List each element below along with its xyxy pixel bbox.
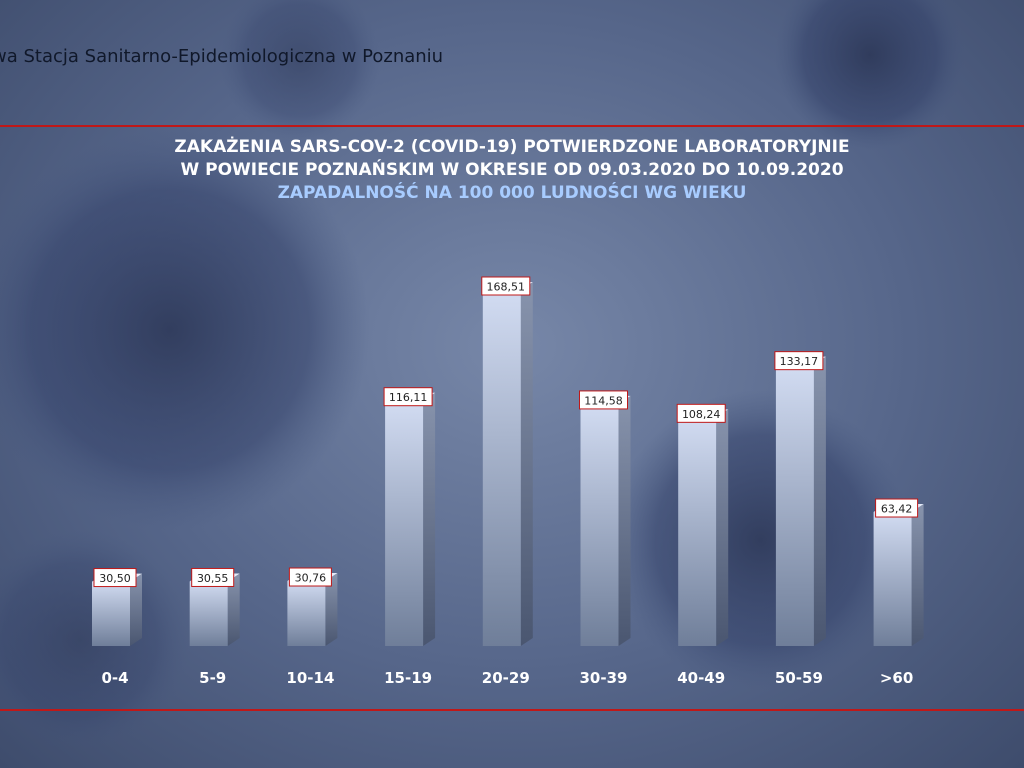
- data-label-text: 63,42: [881, 503, 913, 516]
- tick-label->60: >60: [880, 669, 913, 687]
- data-label-40-49: 108,24: [676, 403, 726, 423]
- data-label-box: [93, 568, 137, 588]
- chart-title: ZAKAŻENIA SARS-COV-2 (COVID-19) POTWIERD…: [174, 137, 850, 157]
- data-label-box: [383, 387, 433, 407]
- bar-side: [130, 573, 142, 646]
- data-label-box: [191, 567, 235, 587]
- data-label-box: [774, 351, 824, 371]
- bar-side: [325, 573, 338, 646]
- bar-15-19: [385, 392, 436, 646]
- bar-front: [678, 417, 717, 646]
- data-label-box: [481, 276, 531, 296]
- data-label->60: 63,42: [875, 498, 919, 518]
- data-label-text: 30,55: [197, 572, 229, 585]
- data-label-30-39: 114,58: [579, 390, 628, 410]
- tick-label-15-19: 15-19: [384, 669, 432, 687]
- bar-front: [189, 581, 228, 646]
- bar-30-39: [580, 395, 631, 646]
- bottom-divider: [0, 709, 1024, 711]
- data-label-box: [676, 403, 726, 423]
- chart-title-block: ZAKAŻENIA SARS-COV-2 (COVID-19) POTWIERD…: [0, 136, 1024, 205]
- bar-front: [482, 290, 521, 646]
- data-label-50-59: 133,17: [774, 351, 824, 371]
- chart-title-line2: W POWIECIE POZNAŃSKIM W OKRESIE OD 09.03…: [180, 160, 844, 180]
- bar-side: [423, 392, 436, 646]
- tick-label-0-4: 0-4: [101, 669, 128, 687]
- chart-subtitle: ZAPADALNOŚĆ NA 100 000 LUDNOŚCI WG WIEKU: [277, 183, 747, 203]
- bar-50-59: [775, 356, 826, 646]
- data-label-20-29: 168,51: [481, 276, 531, 296]
- tick-label-50-59: 50-59: [775, 669, 823, 687]
- bar-front: [873, 512, 912, 646]
- top-divider: [0, 125, 1024, 127]
- bar-front: [580, 403, 619, 646]
- bar-side: [227, 573, 240, 646]
- data-label-15-19: 116,11: [383, 387, 433, 407]
- bar-40-49: [678, 409, 729, 646]
- data-label-0-4: 30,50: [93, 568, 137, 588]
- tick-label-10-14: 10-14: [286, 669, 334, 687]
- tick-label-30-39: 30-39: [580, 669, 628, 687]
- tick-label-40-49: 40-49: [677, 669, 725, 687]
- bar-side: [911, 504, 924, 646]
- data-label-text: 114,58: [584, 394, 623, 407]
- bar-front: [92, 581, 130, 646]
- data-label-5-9: 30,55: [191, 567, 235, 587]
- data-label-text: 30,76: [295, 572, 327, 585]
- tick-label-20-29: 20-29: [482, 669, 530, 687]
- data-label-box: [288, 567, 332, 587]
- bar-side: [716, 409, 729, 646]
- data-label-box: [579, 390, 628, 410]
- data-label-10-14: 30,76: [288, 567, 332, 587]
- bar-side: [618, 395, 631, 646]
- bar-side: [520, 282, 533, 646]
- data-label-text: 108,24: [682, 408, 721, 421]
- data-label-box: [875, 498, 919, 518]
- data-label-text: 168,51: [487, 281, 526, 294]
- tick-label-5-9: 5-9: [199, 669, 226, 687]
- bar-front: [385, 400, 424, 646]
- institution-header: wa Stacja Sanitarno-Epidemiologiczna w P…: [0, 46, 444, 67]
- bar-20-29: [482, 282, 533, 646]
- data-label-text: 30,50: [99, 572, 131, 585]
- bar-side: [813, 356, 826, 646]
- bar-front: [287, 581, 326, 646]
- bar-5-9: [189, 573, 240, 646]
- data-label-text: 116,11: [389, 391, 428, 404]
- bar->60: [873, 504, 924, 646]
- data-label-text: 133,17: [780, 355, 819, 368]
- bar-front: [775, 364, 814, 646]
